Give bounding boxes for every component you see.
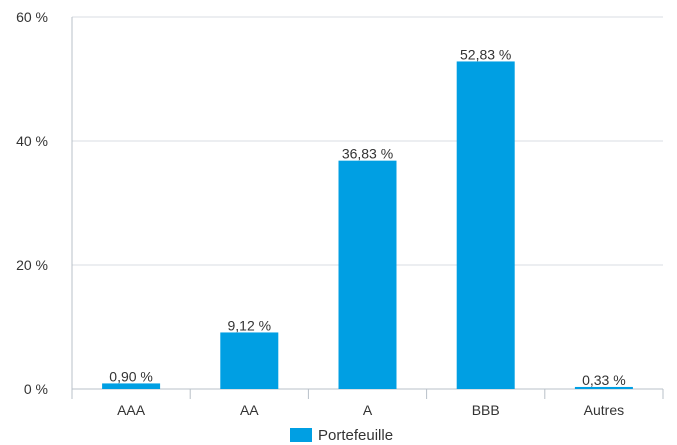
y-tick-label: 40 % <box>16 133 48 149</box>
data-label: 0,33 % <box>582 372 626 388</box>
y-tick-label: 20 % <box>16 257 48 273</box>
bar <box>102 383 161 389</box>
y-tick-label: 0 % <box>24 381 48 397</box>
bar <box>574 386 633 389</box>
x-tick-label: Autres <box>584 402 624 418</box>
bar <box>220 332 279 389</box>
legend-swatch <box>290 428 312 442</box>
x-tick-label: A <box>363 402 373 418</box>
legend: Portefeuille <box>290 425 393 445</box>
bar <box>456 61 515 389</box>
x-tick-label: AA <box>240 402 259 418</box>
data-label: 0,90 % <box>109 368 153 384</box>
data-label: 52,83 % <box>460 46 511 62</box>
data-label: 9,12 % <box>228 317 272 333</box>
x-tick-label: AAA <box>117 402 146 418</box>
x-tick-label: BBB <box>472 402 500 418</box>
legend-label: Portefeuille <box>318 426 394 444</box>
data-label: 36,83 % <box>342 146 393 162</box>
y-tick-label: 60 % <box>16 9 48 25</box>
bar <box>338 160 397 389</box>
